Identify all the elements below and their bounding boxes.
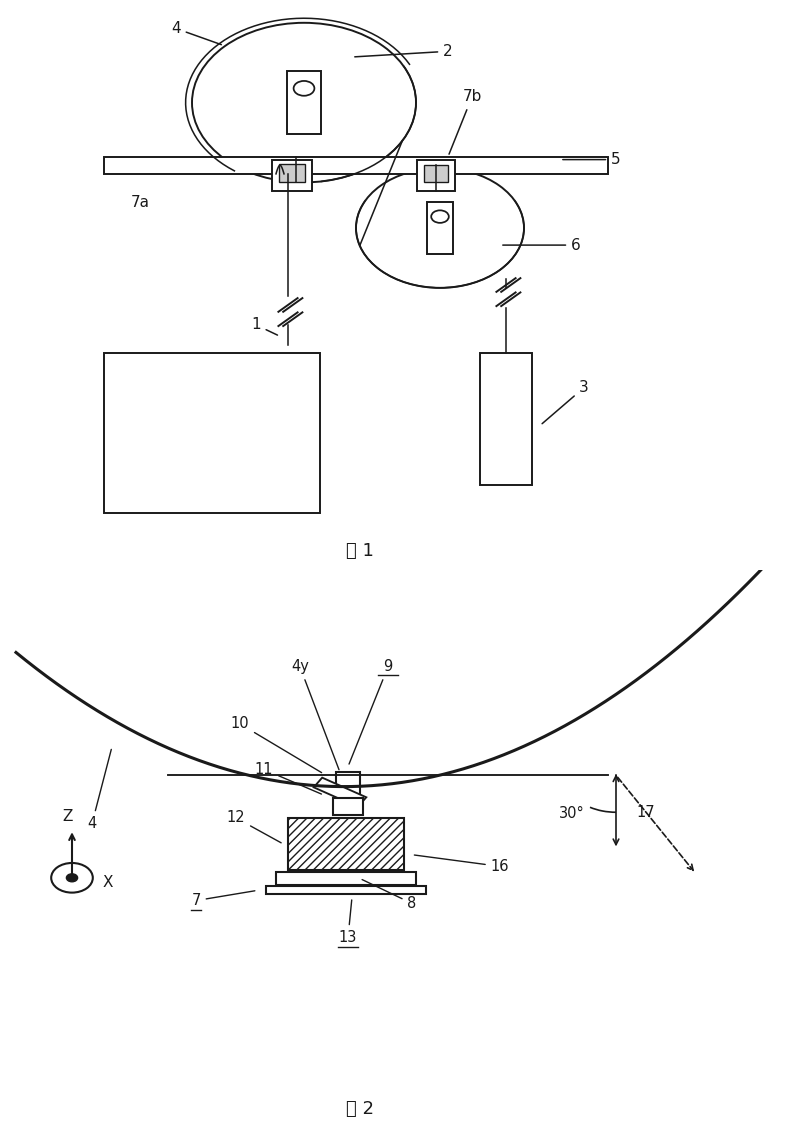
Text: 17: 17 [636, 805, 654, 820]
Text: 4: 4 [171, 21, 222, 44]
FancyBboxPatch shape [424, 165, 448, 182]
Text: 8: 8 [362, 880, 417, 911]
Text: 30°: 30° [559, 806, 585, 822]
Text: X: X [102, 874, 113, 890]
FancyBboxPatch shape [104, 353, 320, 513]
Text: 7a: 7a [130, 195, 150, 210]
FancyBboxPatch shape [333, 798, 363, 815]
Text: 4y: 4y [291, 659, 339, 770]
FancyBboxPatch shape [104, 156, 608, 173]
Text: 4: 4 [87, 749, 111, 831]
Text: 13: 13 [339, 899, 357, 945]
FancyBboxPatch shape [336, 773, 360, 798]
FancyBboxPatch shape [279, 164, 305, 182]
Circle shape [66, 873, 78, 882]
Polygon shape [314, 777, 366, 807]
Circle shape [51, 863, 93, 893]
Text: 7b: 7b [449, 89, 482, 154]
Text: 9: 9 [349, 659, 393, 764]
Text: 11: 11 [254, 762, 322, 795]
Text: 10: 10 [230, 716, 322, 773]
FancyBboxPatch shape [417, 160, 455, 190]
Text: 图 1: 图 1 [346, 543, 374, 560]
Text: 图 2: 图 2 [346, 1100, 374, 1117]
Text: 5: 5 [562, 152, 621, 168]
Text: 3: 3 [542, 380, 589, 424]
FancyBboxPatch shape [272, 160, 312, 190]
Text: 2: 2 [354, 43, 453, 59]
Text: Z: Z [63, 808, 73, 823]
Text: 1: 1 [251, 317, 278, 335]
FancyBboxPatch shape [287, 71, 321, 135]
Text: 6: 6 [502, 237, 581, 253]
Text: 7: 7 [191, 890, 255, 909]
Text: 16: 16 [414, 855, 510, 874]
Text: 12: 12 [226, 811, 281, 842]
FancyBboxPatch shape [266, 887, 426, 894]
FancyBboxPatch shape [275, 872, 416, 885]
FancyBboxPatch shape [480, 353, 532, 484]
FancyBboxPatch shape [427, 203, 453, 254]
